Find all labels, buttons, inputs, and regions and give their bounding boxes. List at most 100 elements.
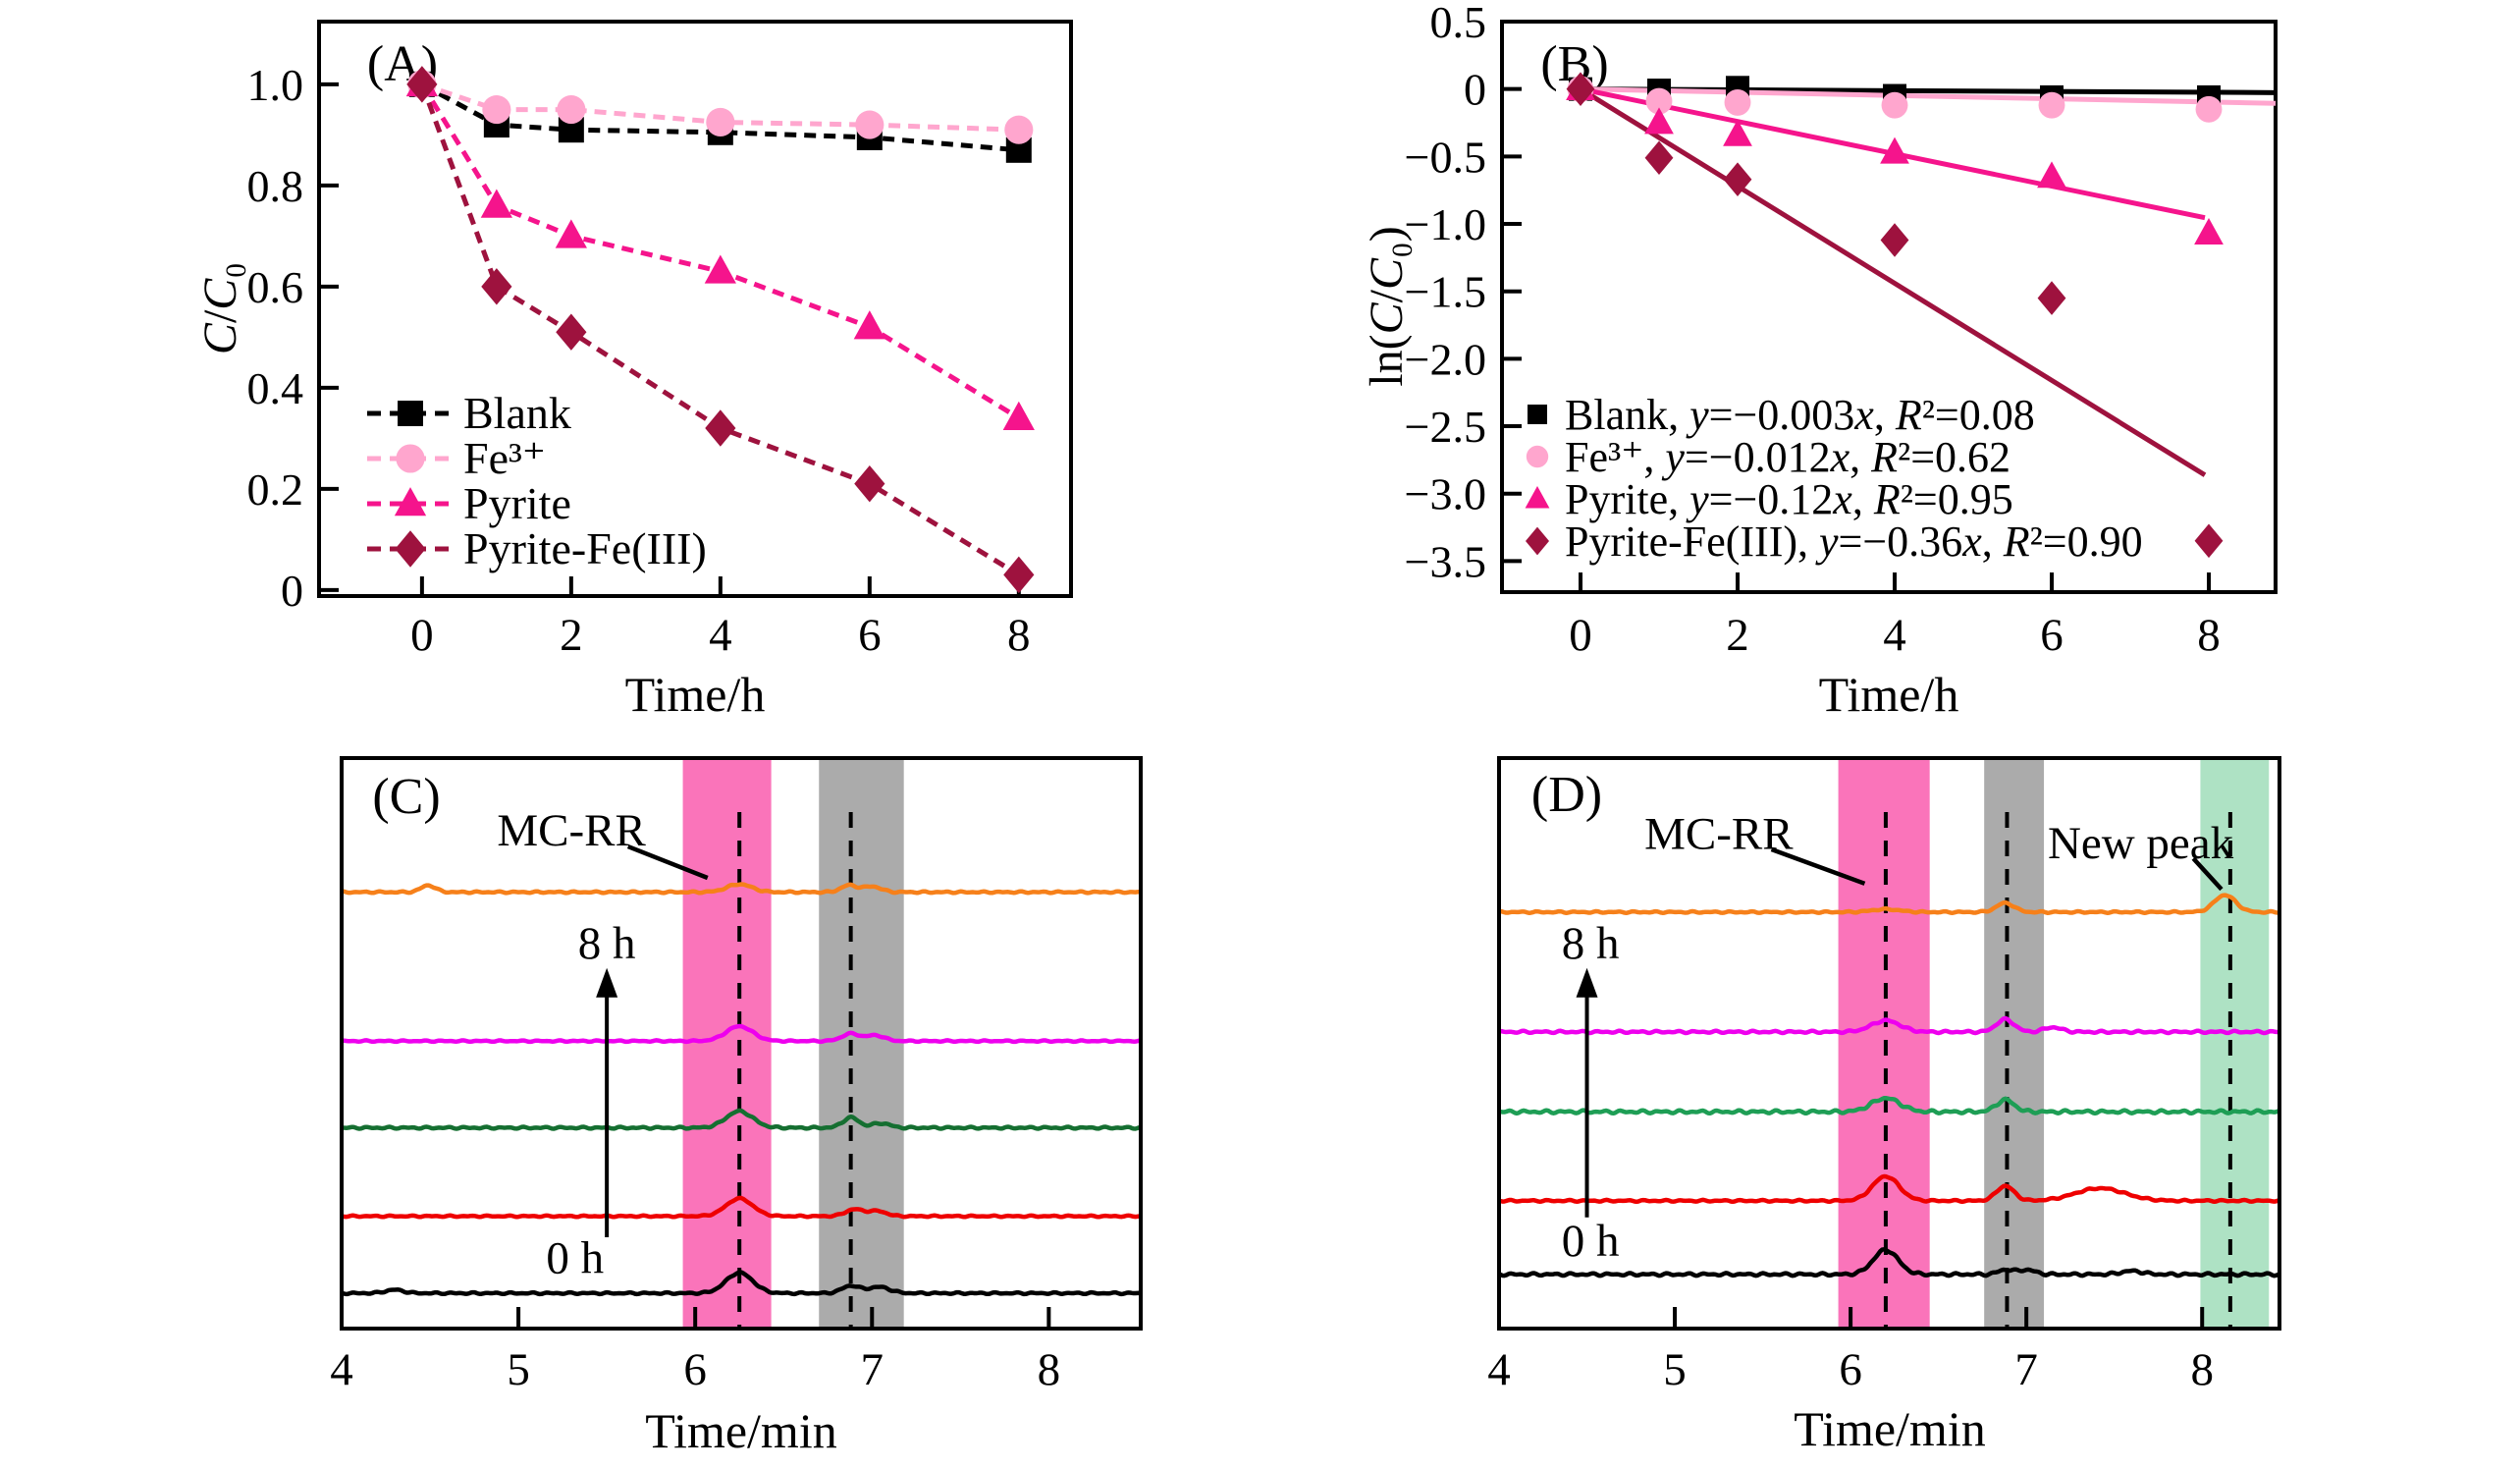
legend-marker-circle — [396, 444, 425, 473]
highlight-band — [819, 758, 904, 1329]
legend-label: Pyrite-Fe(III) — [463, 523, 707, 573]
x-tick-label: 7 — [861, 1344, 885, 1395]
y-tick-label: −1.5 — [1405, 267, 1486, 317]
plot-frame — [317, 20, 1073, 598]
highlight-band — [1984, 758, 2045, 1329]
panel-label: (C) — [372, 769, 440, 825]
y-tick-label: 0 — [281, 566, 303, 616]
y-tick-label: 0.5 — [1430, 0, 1487, 47]
time-direction-arrow-head — [596, 967, 618, 998]
y-tick-label: 1.0 — [247, 60, 304, 110]
scatter-marker-Fe³⁺ — [2195, 95, 2223, 123]
chromatogram-trace-1 — [1498, 1173, 2280, 1205]
scatter-marker-Pyrite — [1880, 136, 1909, 164]
series-marker-Pyrite-Fe(III) — [705, 409, 736, 447]
chromatogram-trace-1 — [341, 1195, 1142, 1220]
chromatogram-trace-3 — [341, 1023, 1142, 1045]
chromatogram-trace-0 — [341, 1270, 1142, 1297]
plot-frame — [340, 756, 1143, 1331]
time-top-label: 8 h — [1562, 918, 1620, 969]
fit-line-Pyrite-Fe(III) — [1579, 86, 2207, 477]
panel-C-chromatogram-pyrite: 4 5 6 7 8 Time/min (C) MC-RR 8 h 0 h — [330, 756, 1143, 1458]
series-marker-Fe³⁺ — [482, 95, 511, 125]
scatter-marker-Fe³⁺ — [1645, 87, 1673, 115]
x-axis-title: Time/h — [1819, 667, 1959, 722]
series-marker-Pyrite-Fe(III) — [556, 313, 587, 351]
scatter-marker-Fe³⁺ — [1881, 91, 1908, 119]
series-line-Pyrite — [419, 82, 1021, 420]
x-tick-label: 8 — [2197, 610, 2221, 661]
legend-entry: Pyrite, y=−0.12x, R²=0.95 — [1565, 475, 2013, 523]
scatter-marker-Pyrite — [1644, 107, 1674, 135]
series-marker-Pyrite-Fe(III) — [481, 268, 512, 305]
highlight-band — [682, 758, 772, 1329]
x-tick-label: 8 — [1038, 1344, 1061, 1395]
series-marker-Pyrite — [555, 219, 587, 248]
x-tick-label: 6 — [858, 610, 882, 661]
legend-marker-triangle — [394, 487, 427, 517]
legend-entry: Pyrite-Fe(III), y=−0.36x, R²=0.90 — [1565, 517, 2143, 566]
chromatogram-trace-2 — [341, 1108, 1142, 1131]
peak-annotation-pointer-line — [626, 843, 709, 881]
y-tick-label: 0.2 — [247, 464, 304, 515]
scatter-marker-Pyrite — [2194, 218, 2224, 245]
panel-label: (D) — [1531, 767, 1602, 823]
series-marker-Fe³⁺ — [1004, 115, 1034, 144]
y-tick-label: 0.4 — [247, 363, 304, 413]
x-tick-label: 6 — [1839, 1344, 1862, 1395]
x-axis-title: Time/min — [645, 1403, 836, 1458]
legend-label: Pyrite — [463, 478, 571, 528]
scatter-marker-Fe³⁺ — [1724, 88, 1751, 116]
scatter-marker-Pyrite-Fe(III) — [1723, 162, 1752, 196]
series-marker-Fe³⁺ — [706, 107, 735, 137]
scatter-marker-Pyrite-Fe(III) — [1566, 72, 1595, 106]
scatter-marker-Pyrite — [1723, 119, 1752, 146]
panel-B-kinetics-fits: 0 2 4 6 8 0.5 0 −0.5 −1.0 −1.5 −2.0 −2.5 −3.0 −3.5 Tim… — [1361, 0, 2278, 722]
chromatogram-trace-0 — [1497, 1247, 2281, 1279]
plot-frame — [1500, 20, 2278, 594]
series-marker-Pyrite — [704, 254, 736, 284]
new-peak-annotation-pointer-line — [2191, 856, 2224, 892]
y-tick-label: 0.6 — [247, 262, 304, 312]
time-bottom-label: 0 h — [546, 1232, 604, 1283]
time-top-label: 8 h — [578, 918, 636, 969]
legend-entry: Blank, y=−0.003x, R²=0.08 — [1565, 391, 2035, 439]
series-marker-Pyrite-Fe(III) — [406, 66, 438, 103]
y-tick-label: 0 — [1464, 65, 1486, 115]
x-tick-label: 0 — [1569, 610, 1592, 661]
y-tick-label: 0.8 — [247, 161, 304, 211]
legend-marker-circle — [1526, 445, 1549, 468]
x-tick-label: 5 — [507, 1344, 530, 1395]
scatter-marker-Pyrite-Fe(III) — [2037, 281, 2066, 315]
plot-frame — [1497, 756, 2281, 1331]
fit-line-Fe³⁺ — [1580, 86, 2277, 106]
legend-marker-triangle — [1525, 485, 1550, 509]
legend-marker-square — [398, 401, 423, 426]
y-axis-title: C/C₀ — [194, 262, 246, 354]
x-tick-label: 4 — [1487, 1344, 1511, 1395]
legend-label: Fe³⁺ — [463, 433, 546, 483]
series-marker-Pyrite-Fe(III) — [854, 464, 885, 503]
legend-entry: Fe³⁺, y=−0.012x, R²=0.62 — [1565, 433, 2011, 481]
scatter-marker-Pyrite-Fe(III) — [1880, 223, 1909, 257]
x-axis-title: Time/min — [1794, 1401, 1985, 1456]
chromatogram-trace-3 — [1498, 1015, 2280, 1036]
chromatogram-trace-2 — [1498, 1095, 2280, 1116]
series-marker-Fe³⁺ — [855, 110, 885, 139]
panel-A-removal-curves: 0 2 4 6 800.20.40.60.81.0Time/hC/C₀(A)BlankF… — [194, 20, 1073, 722]
chromatogram-trace-4 — [1498, 893, 2280, 915]
x-tick-label: 5 — [1663, 1344, 1687, 1395]
x-tick-label: 2 — [1726, 610, 1749, 661]
peak-annotation-text: MC-RR — [497, 805, 646, 856]
x-tick-label: 4 — [330, 1344, 353, 1395]
highlight-band — [2200, 758, 2270, 1329]
x-axis-title: Time/h — [625, 667, 766, 722]
legend-marker-square — [1528, 405, 1547, 424]
series-marker-Pyrite — [480, 189, 512, 218]
y-axis-title: ln(C/C₀) — [1361, 226, 1413, 386]
y-tick-label: −2.5 — [1405, 402, 1486, 452]
time-direction-arrow-head — [1576, 967, 1598, 998]
